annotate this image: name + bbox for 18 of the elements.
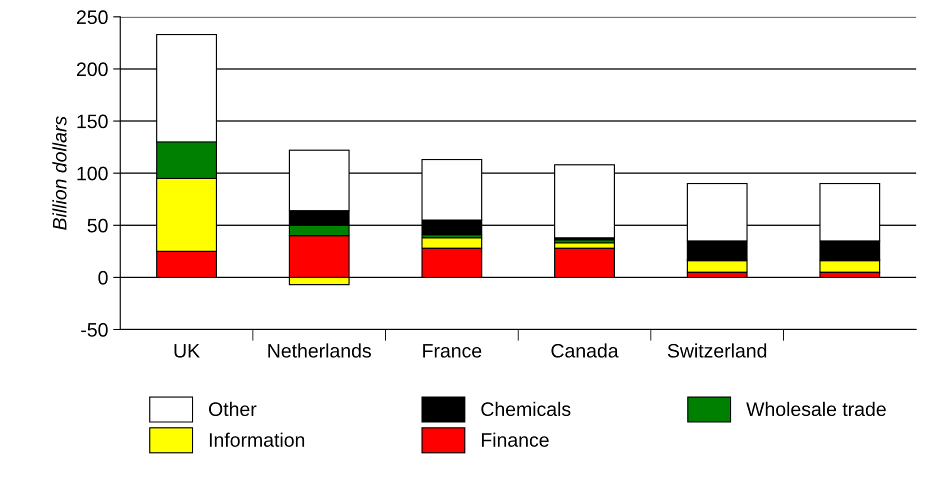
y-tick-label: 200 (76, 62, 108, 76)
legend-label: Wholesale trade (746, 402, 886, 416)
x-tick-label: Netherlands (268, 343, 371, 358)
y-tick-label: 100 (77, 166, 108, 180)
legend-label: Other (209, 402, 256, 416)
x-tick-label: France (423, 344, 482, 358)
x-tick-label: Switzerland (668, 343, 766, 358)
legend-label: Information (210, 432, 304, 447)
y-tick-label: 50 (88, 218, 108, 233)
x-tick-label: UK (174, 344, 200, 358)
legend-label: Chemicals (481, 402, 570, 416)
y-axis-title: Billion dollars (52, 116, 67, 230)
y-tick-label: -50 (81, 322, 108, 337)
y-tick-label: 250 (76, 10, 108, 24)
y-tick-label: 0 (98, 270, 108, 285)
legend-label: Finance (482, 432, 549, 447)
y-tick-label: 150 (77, 114, 108, 128)
x-tick-label: Canada (551, 343, 619, 358)
